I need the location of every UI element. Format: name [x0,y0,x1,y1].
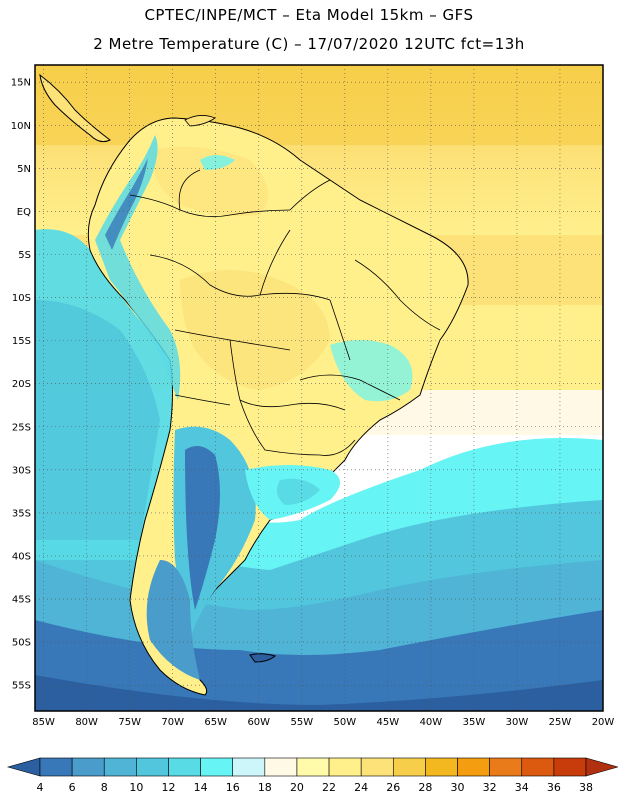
lon-label: 60W [247,717,270,728]
lat-label: 5N [17,164,31,175]
lat-label: 5S [18,250,31,261]
lon-label: 45W [377,717,400,728]
lat-label: 50S [12,638,31,649]
colorbar-arrow-high [585,757,618,777]
colorbar-label: 12 [161,781,175,794]
lon-label: 55W [290,717,313,728]
lat-label: 35S [12,508,31,519]
lon-label: 25W [549,717,572,728]
colorbar-label: 8 [101,781,108,794]
lat-label: 15N [11,78,31,89]
map-title-line-1: CPTEC/INPE/MCT – Eta Model 15km – GFS [144,6,474,24]
colorbar-box [328,757,362,777]
colorbar-label: 18 [258,781,272,794]
colorbar-label: 26 [386,781,400,794]
graticule [35,65,603,711]
colorbar-box [136,757,169,777]
latitude-labels: 15N 10N 5N EQ 5S 10S 15S 20S 25S 30S 35S 40S 45S 50S 5… [11,78,31,692]
lon-label: 80W [75,717,98,728]
lon-label: 65W [204,717,227,728]
lat-label: EQ [17,207,31,218]
lon-label: 30W [506,717,529,728]
colorbar-label: 38 [579,781,593,794]
colorbar-box [103,757,137,777]
colorbar-box [425,757,458,777]
colorbar [6,757,618,777]
lon-label: 40W [420,717,443,728]
colorbar-box [232,757,266,777]
colorbar-labels: 4 6 8 10 12 14 16 18 20 22 24 26 28 30 32 34 36 38 [37,781,594,794]
colorbar-label: 28 [418,781,432,794]
colorbar-label: 10 [129,781,143,794]
colorbar-box [553,757,587,777]
lon-label: 75W [118,717,141,728]
lon-label: 50W [334,717,357,728]
map-frame [34,64,604,712]
colorbar-label: 22 [322,781,336,794]
colorbar-box [39,757,73,777]
lat-label: 25S [12,422,31,433]
lon-label: 35W [463,717,486,728]
colorbar-label: 14 [194,781,208,794]
country-borders [129,169,441,456]
colorbar-label: 34 [515,781,529,794]
colorbar-box [200,757,234,777]
colorbar-label: 24 [354,781,368,794]
lat-label: 30S [12,465,31,476]
colorbar-box [457,757,490,777]
colorbar-label: 6 [69,781,76,794]
lat-label: 15S [12,336,31,347]
colorbar-box [521,757,555,777]
lat-label: 40S [12,551,31,562]
lat-label: 45S [12,595,31,606]
longitude-labels: 85W 80W 75W 70W 65W 60W 55W 50W 45W 40W 35W 30W 25W 2… [32,717,614,728]
colorbar-label: 32 [483,781,497,794]
lat-label: 10N [11,121,31,132]
lat-label: 20S [12,379,31,390]
lon-label: 70W [161,717,184,728]
colorbar-box [71,757,105,777]
colorbar-box [264,757,298,777]
colorbar-label: 20 [290,781,304,794]
colorbar-label: 30 [451,781,465,794]
map-field [35,65,603,711]
colorbar-box [489,757,523,777]
colorbar-arrow-low [6,757,41,777]
colorbar-box [168,757,201,777]
lon-label: 20W [592,717,615,728]
lat-label: 55S [12,681,31,692]
colorbar-label: 36 [547,781,561,794]
map-title-line-2: 2 Metre Temperature (C) – 17/07/2020 12U… [93,35,525,53]
colorbar-box [360,757,394,777]
colorbar-box [392,757,426,777]
colorbar-box [296,757,330,777]
lon-label: 85W [32,717,55,728]
colorbar-label: 4 [37,781,44,794]
lat-label: 10S [12,293,31,304]
colorbar-label: 16 [226,781,240,794]
